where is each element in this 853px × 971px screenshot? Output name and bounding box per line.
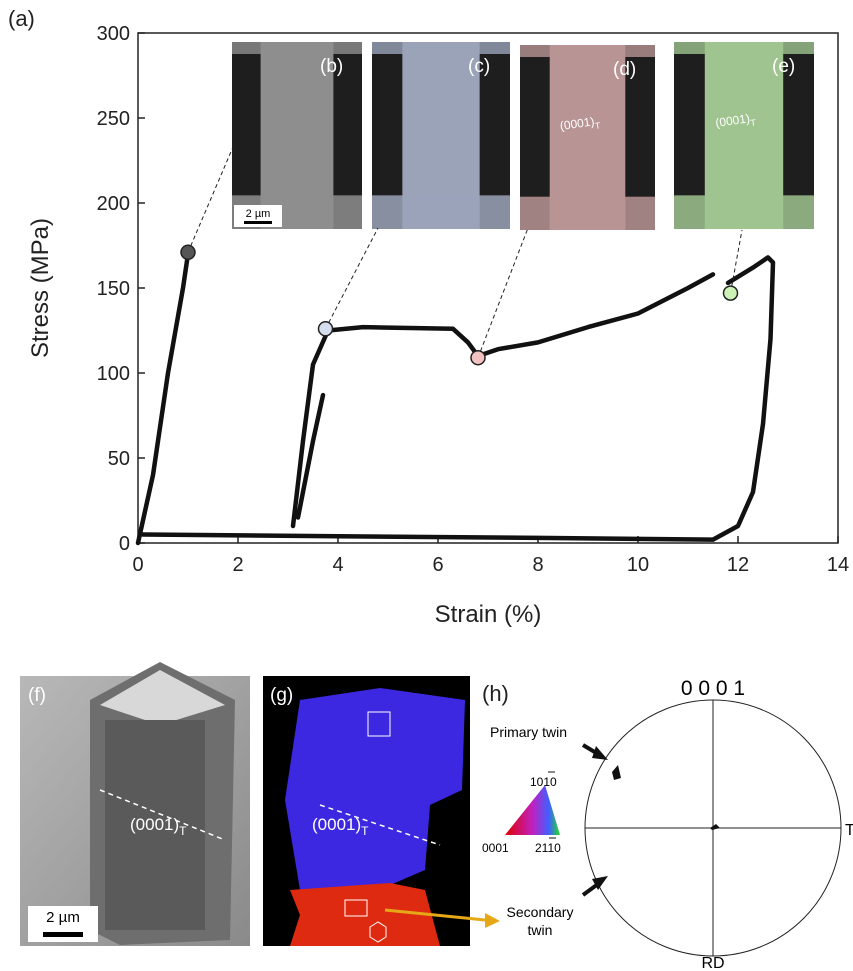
scale-bar [43,932,83,937]
pillar-top [100,670,225,725]
inset-label: (d) [613,59,636,80]
inset-label: (b) [320,56,343,77]
x-tick-label: 6 [432,554,443,576]
pole-point [710,824,720,830]
annotation: (0001)T [130,815,187,838]
connector [730,229,743,294]
td-label: TD [845,822,853,839]
pillar-top [232,42,362,54]
panel-h: (h) 0 0 0 1 TD RD Primary twin Secondary… [482,677,853,971]
x-tick-label: 8 [532,554,543,576]
pole-label: 0 0 0 1 [681,677,745,700]
pillar-top [674,42,814,54]
trace-line [99,789,226,841]
scale-label: 2 µm [46,909,80,926]
x-tick-label: 4 [332,554,343,576]
annotation-text: (0001) [714,111,750,130]
inset-label: (e) [772,56,795,77]
pole-point [612,765,621,780]
y-tick-label: 200 [97,193,130,215]
color-key [505,785,560,835]
panel-label: (h) [482,681,509,706]
panel-label: (g) [270,685,293,706]
red-region [290,883,440,946]
y-tick-label: 50 [108,448,130,470]
x-axis-title: Strain (%) [435,601,542,628]
marker [470,349,486,366]
annotation: (0001)T [714,110,757,132]
annotation: (0001)T [312,815,369,838]
marker [722,285,739,301]
rd-label: RD [701,955,724,971]
scale-bar [244,221,272,224]
x-tick-label: 14 [827,554,849,576]
panel-label: (f) [28,685,46,706]
secondary-label: Secondary twin [507,904,574,938]
pillar-face [105,720,205,930]
marker [317,321,334,337]
key-label: 1010 [530,775,557,789]
y-tick-label: 100 [97,363,130,385]
panel-f: (f) (0001)T 2 µm [20,662,250,946]
pillar-top [372,42,510,54]
crystal-glyph [344,899,368,917]
y-tick-label: 300 [97,23,130,45]
inset-label: (c) [468,56,490,77]
arrow-head [592,746,608,760]
pillar-top [520,45,655,57]
panel-g: (g) (0001)T [263,676,500,946]
key-label: 0001 [482,841,509,855]
x-tick-label: 12 [727,554,749,576]
annotation: (0001)T [559,113,602,135]
connector [477,227,529,358]
pillar-base [520,196,655,230]
crystal-glyph [369,921,387,943]
y-tick-label: 0 [119,533,130,555]
connector [325,227,379,330]
y-tick-label: 150 [97,278,130,300]
x-tick-label: 2 [232,554,243,576]
annotation-sub: T [594,120,601,131]
arrow [384,908,486,922]
annotation-sub: T [750,117,757,128]
key-label: 2110 [535,841,561,855]
arrow [581,882,600,897]
y-tick-label: 250 [97,108,130,130]
panel-label: (a) [8,6,35,31]
pillar-base [674,195,814,229]
pillar-base [372,195,510,229]
x-tick-label: 10 [627,554,649,576]
insets: (b)2 µm(c) (d)(0001)T(e)(0001)T [232,42,814,230]
connector [187,139,237,253]
trace-line [319,804,441,846]
y-axis-title: Stress (MPa) [27,218,54,358]
scale-label: 2 µm [246,208,271,220]
arrow-head [485,913,500,928]
crystal-glyph [367,711,391,737]
marker [180,244,196,261]
blue-region [285,688,465,890]
arrow-head [592,876,608,890]
x-tick-label: 0 [132,554,143,576]
annotation-text: (0001) [559,114,595,133]
curve [135,251,776,546]
primary-label: Primary twin [490,724,567,740]
